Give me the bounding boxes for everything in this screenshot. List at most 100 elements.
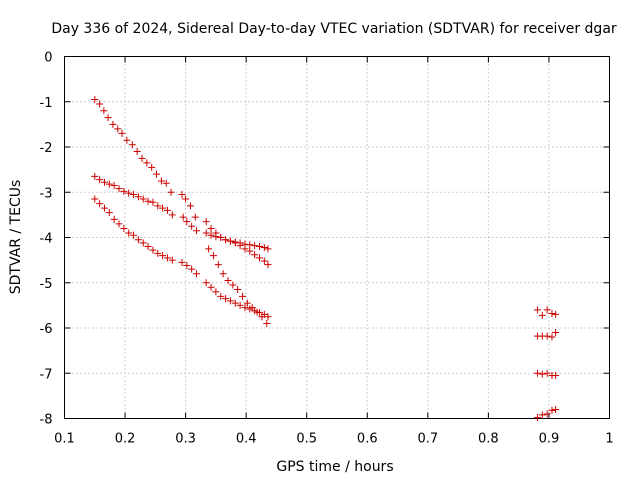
data-point <box>128 141 136 149</box>
data-point <box>123 136 131 144</box>
data-point <box>179 213 187 221</box>
data-point <box>222 295 230 303</box>
data-point <box>229 281 237 289</box>
data-point <box>255 254 263 262</box>
x-tick-label: 0.3 <box>175 432 196 447</box>
data-point <box>120 187 128 195</box>
data-point <box>134 193 142 201</box>
data-point <box>246 247 254 255</box>
data-point <box>188 222 196 230</box>
data-point <box>105 209 113 217</box>
data-point <box>193 227 201 235</box>
data-point <box>264 261 272 269</box>
data-point <box>234 286 242 294</box>
data-point <box>538 370 546 378</box>
data-point <box>205 245 213 253</box>
data-point <box>149 198 157 206</box>
data-point <box>178 191 186 199</box>
x-tick-label: 0.1 <box>54 432 75 447</box>
data-point <box>100 178 108 186</box>
data-point <box>543 332 551 340</box>
data-point <box>139 239 147 247</box>
data-point <box>212 233 220 241</box>
grid <box>64 56 610 419</box>
data-point <box>125 189 133 197</box>
data-point <box>543 369 551 377</box>
data-point <box>100 107 108 115</box>
data-point <box>162 179 170 187</box>
data-point <box>188 265 196 273</box>
data-point <box>202 279 210 287</box>
data-point <box>217 234 225 241</box>
data-point <box>91 95 99 103</box>
y-tick-label: -4 <box>40 232 53 247</box>
data-point <box>178 258 186 266</box>
data-point <box>207 283 215 291</box>
data-point <box>538 311 546 319</box>
data-point <box>157 177 165 185</box>
data-point <box>217 292 225 300</box>
data-point <box>533 369 541 377</box>
data-point <box>264 245 272 253</box>
data-point <box>241 304 249 312</box>
data-point <box>260 257 268 265</box>
data-point <box>548 333 556 341</box>
data-point <box>153 170 161 178</box>
data-point <box>186 202 194 210</box>
data-point <box>168 211 176 219</box>
data-point <box>251 242 259 250</box>
data-point <box>91 195 99 203</box>
data-point <box>182 195 190 203</box>
data-point <box>231 299 239 307</box>
data-point <box>191 213 199 221</box>
data-point <box>148 163 156 171</box>
data-point <box>133 148 141 156</box>
data-point <box>96 200 104 208</box>
data-point <box>120 224 128 232</box>
data-point <box>110 215 118 223</box>
y-tick-label: 0 <box>44 51 52 66</box>
data-point <box>207 231 215 239</box>
data-point <box>552 329 560 337</box>
data-point <box>130 191 138 199</box>
data-point <box>226 297 234 305</box>
data-point <box>130 231 138 239</box>
data-point <box>114 125 122 133</box>
data-point <box>251 251 259 259</box>
data-point <box>236 242 244 250</box>
data-point <box>183 262 191 270</box>
data-point <box>226 237 234 245</box>
data-point <box>167 188 175 196</box>
data-point <box>143 159 151 167</box>
data-point <box>144 243 152 251</box>
x-tick-label: 0.7 <box>417 432 438 447</box>
data-point <box>149 246 157 254</box>
x-tick-label: 0.4 <box>236 432 257 447</box>
data-point <box>207 224 215 232</box>
data-point <box>214 261 222 269</box>
x-tick-label: 0.5 <box>296 432 317 447</box>
data-point <box>138 154 146 162</box>
data-point <box>212 288 220 296</box>
y-tick-label: -8 <box>40 413 53 428</box>
y-tick-label: -5 <box>40 277 53 292</box>
data-point <box>91 172 99 180</box>
y-tick-label: -7 <box>40 367 53 382</box>
data-point <box>552 372 560 380</box>
data-point <box>543 410 551 418</box>
data-point <box>183 218 191 226</box>
data-point <box>104 114 112 122</box>
data-point <box>246 241 254 249</box>
y-axis-label: SDTVAR / TECUs <box>8 180 24 295</box>
data-point <box>239 292 247 300</box>
data-point <box>168 256 176 264</box>
y-tick-label: -1 <box>40 96 53 111</box>
data-point <box>543 306 551 314</box>
data-point <box>552 405 560 413</box>
data-point <box>105 180 113 188</box>
x-axis-label: GPS time / hours <box>276 459 393 475</box>
data-point <box>202 218 210 226</box>
data-point <box>241 245 249 253</box>
data-point <box>236 301 244 309</box>
